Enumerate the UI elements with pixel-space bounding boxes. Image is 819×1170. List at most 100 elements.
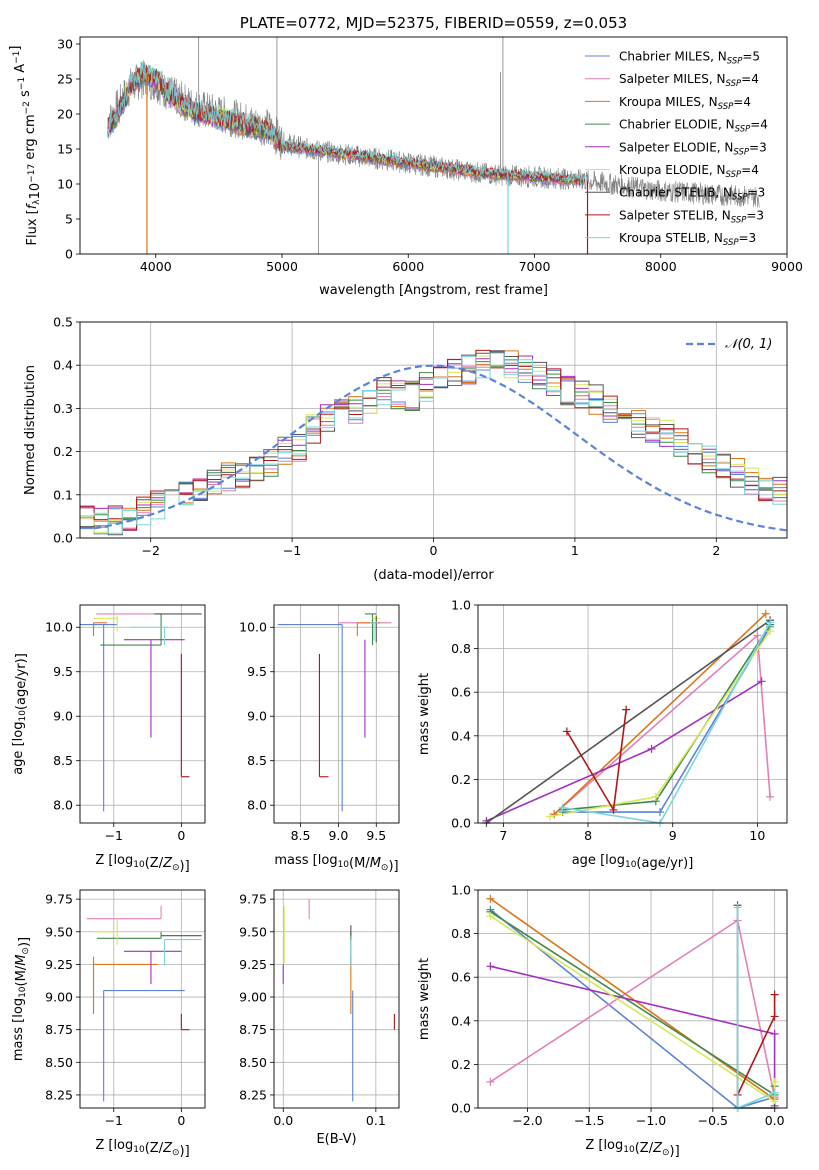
y-tick-label: 9.50 bbox=[45, 924, 73, 939]
model-spectrum bbox=[107, 66, 586, 186]
y-tick-label: 25 bbox=[57, 72, 73, 87]
x-axis-label: age [log10(age/yr)] bbox=[572, 853, 694, 871]
x-tick-label: 9.5 bbox=[366, 828, 386, 843]
x-tick-label: 4000 bbox=[140, 259, 172, 274]
x-tick-label: 5000 bbox=[266, 259, 298, 274]
x-tick-label: 0.0 bbox=[273, 1113, 293, 1128]
weight-marker bbox=[757, 677, 766, 686]
x-tick-label: 0 bbox=[430, 543, 438, 558]
weight-line bbox=[490, 965, 776, 1106]
x-tick-label: 0.0 bbox=[765, 1113, 785, 1128]
x-tick-label: −1 bbox=[105, 828, 123, 843]
weight-marker bbox=[558, 803, 567, 812]
weight-marker bbox=[656, 808, 665, 817]
weight-line bbox=[489, 911, 776, 1097]
y-tick-label: 9.00 bbox=[239, 990, 267, 1005]
y-axis-label: mass weight bbox=[417, 673, 432, 755]
weight-line bbox=[489, 898, 776, 1100]
weight-marker bbox=[486, 894, 495, 903]
x-axis-label: Z [log10(Z/Z⊙)] bbox=[95, 1138, 189, 1159]
x-tick-label: −0.5 bbox=[698, 1113, 728, 1128]
spectrum-lines bbox=[107, 37, 760, 254]
x-axis-label: Z [log10(Z/Z⊙)] bbox=[585, 1138, 679, 1159]
x-tick-label: 9 bbox=[669, 828, 677, 843]
model-spectrum bbox=[107, 62, 586, 185]
errorbars bbox=[282, 899, 395, 1102]
y-tick-label: 9.25 bbox=[45, 957, 73, 972]
legend-entry: Salpeter STELIB, NSSP=3 bbox=[619, 208, 764, 225]
weight-marker bbox=[486, 912, 495, 921]
weight-marker bbox=[486, 962, 495, 971]
y-tick-label: 30 bbox=[57, 37, 73, 52]
legend-entry: Chabrier STELIB, NSSP=3 bbox=[619, 186, 765, 203]
model-spectrum bbox=[107, 65, 586, 183]
errorbars bbox=[277, 613, 392, 812]
y-tick-label: 0.0 bbox=[53, 531, 73, 546]
y-tick-label: 10 bbox=[57, 177, 73, 192]
x-tick-label: 8000 bbox=[645, 259, 677, 274]
x-tick-label: −2.0 bbox=[512, 1113, 542, 1128]
legend-entry: Kroupa MILES, NSSP=4 bbox=[619, 95, 751, 112]
weight-line bbox=[489, 915, 776, 1103]
y-axis-label: mass [log10(M/M⊙)] bbox=[11, 937, 32, 1061]
x-tick-label: 2 bbox=[712, 543, 720, 558]
legend-entry: Salpeter ELODIE, NSSP=3 bbox=[619, 140, 767, 157]
plot-spectrum: 4000 5000 6000 7000 8000 9000 0 5 10 15 20 25 30 PLAT… bbox=[8, 14, 803, 298]
plot-residuals: −2 −1 0 1 2 0.0 0.1 0.2 0.3 0.4 0.5 𝒩(0, 1) (data-mo… bbox=[23, 315, 788, 583]
weight-marker bbox=[770, 1012, 779, 1021]
y-tick-label: 9.0 bbox=[53, 709, 73, 724]
weight-marker bbox=[733, 903, 742, 912]
y-tick-label: 8.25 bbox=[45, 1087, 73, 1102]
y-axis-label: age [log10(age/yr)] bbox=[11, 653, 29, 775]
axes-frame bbox=[79, 889, 206, 1109]
y-tick-label: 20 bbox=[57, 107, 73, 122]
axes-frame bbox=[477, 604, 788, 824]
y-tick-label: 0.0 bbox=[451, 816, 471, 831]
y-tick-label: 15 bbox=[57, 142, 73, 157]
plot-age_vs_weight: 7 8 9 10 0.0 0.2 0.4 0.6 0.8 1.0 age [log10(age/yr… bbox=[417, 598, 788, 871]
y-tick-label: 0.6 bbox=[451, 685, 471, 700]
model-spectrum bbox=[107, 64, 586, 185]
weight-marker bbox=[545, 812, 554, 821]
weight-marker bbox=[562, 727, 571, 736]
weight-marker bbox=[770, 990, 779, 999]
x-tick-label: 1 bbox=[571, 543, 579, 558]
weight-line bbox=[486, 619, 771, 824]
axes-frame bbox=[477, 889, 788, 1109]
y-tick-label: 0.8 bbox=[451, 926, 471, 941]
x-tick-label: 0 bbox=[177, 828, 185, 843]
y-tick-label: 8.0 bbox=[53, 798, 73, 813]
errorbars bbox=[80, 613, 202, 812]
x-tick-label: −1 bbox=[105, 1113, 123, 1128]
axes-frame bbox=[273, 604, 400, 824]
y-tick-label: 1.0 bbox=[451, 883, 471, 898]
histogram-series bbox=[80, 349, 787, 531]
x-tick-label: 8.5 bbox=[291, 828, 311, 843]
weight-marker bbox=[761, 609, 770, 618]
x-axis-label: wavelength [Angstrom, rest frame] bbox=[319, 283, 548, 298]
y-tick-label: 0.6 bbox=[451, 970, 471, 985]
weight-marker bbox=[770, 1029, 779, 1038]
chart-title: PLATE=0772, MJD=52375, FIBERID=0559, z=0… bbox=[240, 14, 627, 32]
weight-marker bbox=[770, 1088, 779, 1097]
y-tick-label: 0.4 bbox=[451, 1013, 471, 1028]
y-tick-label: 0.1 bbox=[53, 487, 73, 502]
y-tick-label: 9.50 bbox=[239, 924, 267, 939]
axes-frame bbox=[79, 321, 788, 539]
weight-marker bbox=[766, 618, 775, 627]
y-tick-label: 9.75 bbox=[239, 892, 267, 907]
plot-z_vs_mass: −1 0 8.25 8.50 8.75 9.00 9.25 9.50 9.75 Z [log10(… bbox=[11, 889, 206, 1159]
y-tick-label: 0.2 bbox=[451, 772, 471, 787]
y-axis-label: mass weight bbox=[417, 958, 432, 1040]
y-tick-label: 0 bbox=[65, 247, 73, 262]
y-tick-label: 0.0 bbox=[451, 1101, 471, 1116]
legend-entry: Kroupa STELIB, NSSP=3 bbox=[619, 231, 756, 248]
weight-lines bbox=[486, 894, 779, 1112]
normal-curve bbox=[93, 364, 788, 532]
x-tick-label: −1.0 bbox=[636, 1113, 666, 1128]
legend-entry: Chabrier ELODIE, NSSP=4 bbox=[619, 118, 768, 135]
y-axis-label: Normed distribution bbox=[23, 365, 38, 495]
model-spectrum bbox=[107, 66, 586, 187]
x-tick-label: 8 bbox=[584, 828, 592, 843]
y-tick-label: 8.0 bbox=[247, 798, 267, 813]
